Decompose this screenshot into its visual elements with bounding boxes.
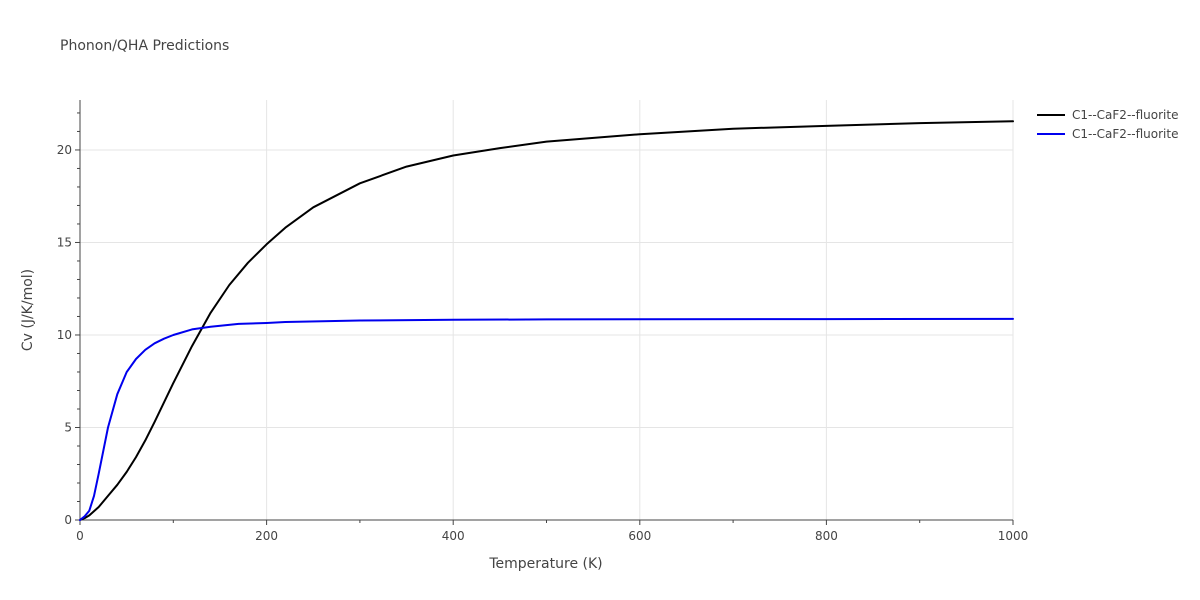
y-tick-label: 5	[64, 420, 72, 434]
legend-label: C1--CaF2--fluorite	[1072, 108, 1178, 122]
series-line-1[interactable]	[79, 120, 1014, 521]
legend-item-2[interactable]: C1--CaF2--fluorite	[1037, 127, 1178, 141]
x-tick-label: 0	[76, 529, 84, 543]
y-tick-label: 10	[57, 328, 72, 342]
x-tick-label: 400	[442, 529, 465, 543]
y-tick-label: 15	[57, 235, 72, 249]
series-line-2[interactable]	[79, 317, 1014, 521]
y-tick-label: 0	[64, 513, 72, 527]
legend-label: C1--CaF2--fluorite	[1072, 127, 1178, 141]
y-tick-label: 20	[57, 143, 72, 157]
x-tick-label: 1000	[998, 529, 1029, 543]
plot-area[interactable]	[79, 120, 1014, 521]
x-axis-title: Temperature (K)	[488, 556, 602, 572]
chart-title: Phonon/QHA Predictions	[60, 38, 229, 54]
x-tick-label: 600	[628, 529, 651, 543]
x-tick-label: 200	[255, 529, 278, 543]
axes: 0 200 400 600 800 1000 0 5 10 15 20	[57, 100, 1029, 543]
legend-item-1[interactable]: C1--CaF2--fluorite	[1037, 108, 1178, 122]
grid	[80, 100, 1014, 520]
legend: C1--CaF2--fluorite C1--CaF2--fluorite	[1037, 108, 1178, 141]
y-axis-title: Cv (J/K/mol)	[20, 269, 36, 351]
x-tick-label: 800	[815, 529, 838, 543]
